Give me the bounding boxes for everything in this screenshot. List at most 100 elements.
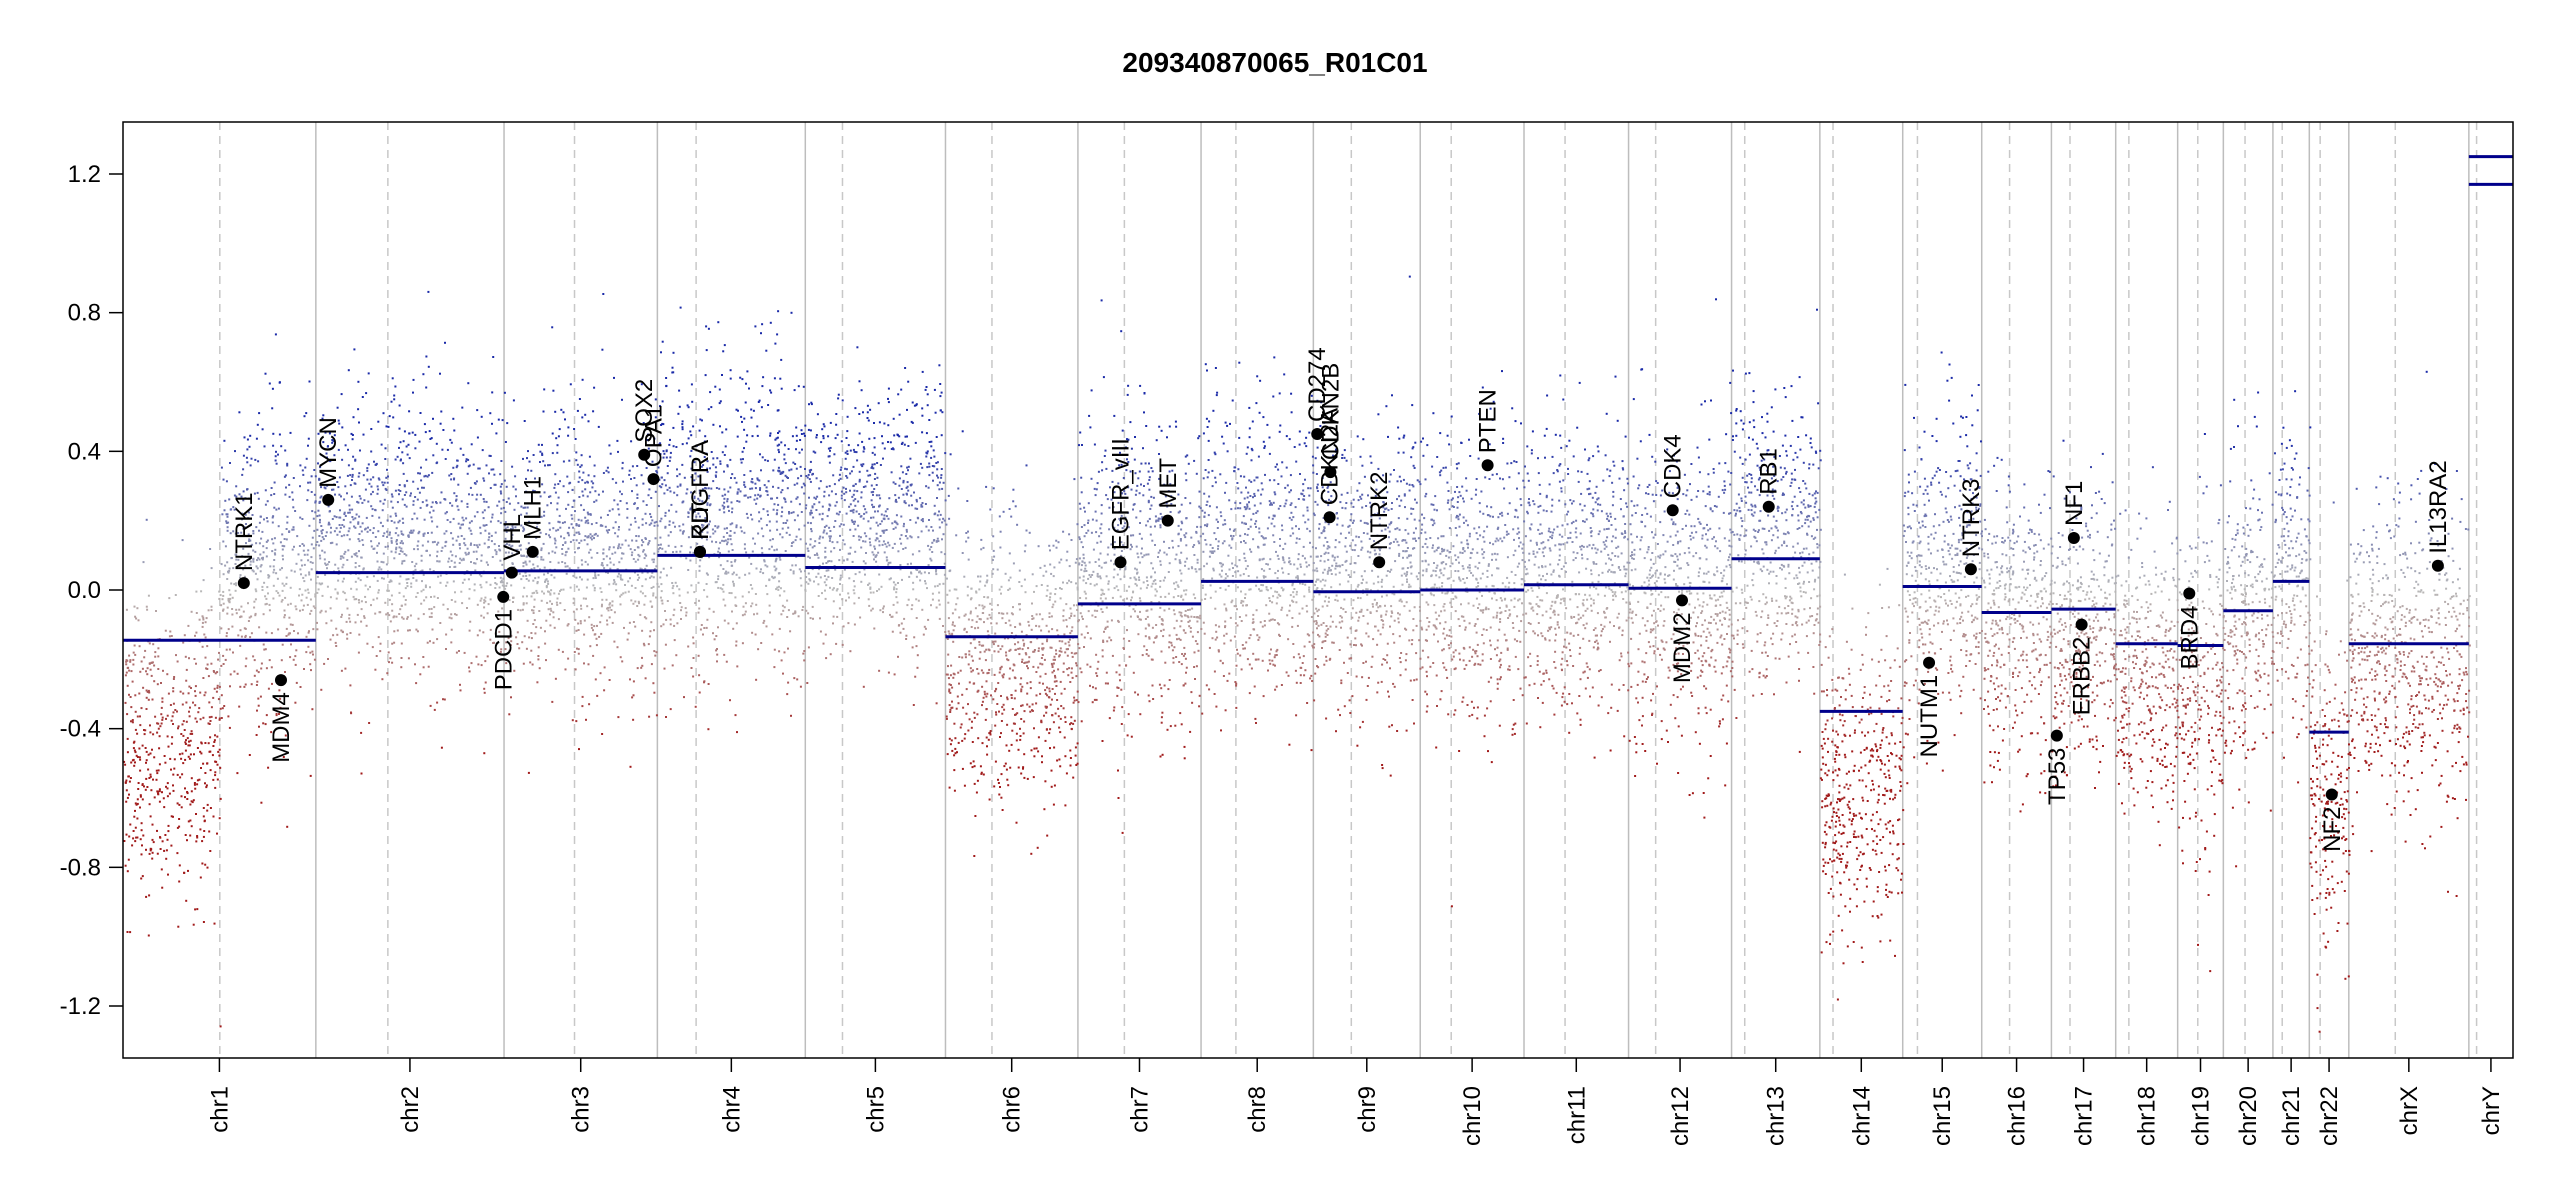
probe-point <box>812 516 815 519</box>
probe-point <box>706 520 708 523</box>
probe-point <box>706 503 709 506</box>
probe-point <box>517 608 520 611</box>
probe-point <box>690 491 693 494</box>
probe-point <box>866 469 869 472</box>
probe-point <box>967 663 970 666</box>
probe-point <box>140 853 143 856</box>
probe-point <box>916 666 919 669</box>
probe-point <box>298 594 300 597</box>
probe-point <box>398 519 401 522</box>
probe-point <box>576 409 579 412</box>
probe-point <box>803 434 806 437</box>
probe-point <box>986 617 989 620</box>
probe-point <box>1037 647 1040 650</box>
probe-point <box>344 550 347 553</box>
probe-point <box>405 445 408 448</box>
probe-point <box>694 472 697 475</box>
probe-point <box>355 588 358 591</box>
probe-point <box>1036 637 1039 640</box>
probe-point <box>216 832 218 835</box>
probe-point <box>195 840 198 843</box>
probe-point <box>150 674 153 677</box>
probe-point <box>1053 669 1055 672</box>
probe-point <box>145 750 148 753</box>
probe-point <box>202 807 205 809</box>
probe-point <box>485 524 488 526</box>
probe-point <box>350 587 353 590</box>
probe-point <box>554 473 557 476</box>
probe-point <box>192 923 195 926</box>
probe-point <box>648 715 651 718</box>
probe-point <box>616 575 619 578</box>
probe-point <box>825 485 828 488</box>
probe-point <box>673 639 676 642</box>
probe-point <box>809 522 812 525</box>
probe-point <box>483 687 486 690</box>
probe-point <box>643 557 646 560</box>
probe-point <box>770 391 773 394</box>
probe-point <box>949 708 952 711</box>
probe-point <box>572 499 575 502</box>
probe-point <box>247 517 250 520</box>
probe-point <box>775 558 778 561</box>
probe-point <box>1058 640 1061 643</box>
probe-point <box>491 516 494 519</box>
probe-point <box>261 589 264 591</box>
probe-point <box>156 722 159 725</box>
probe-point <box>307 437 310 440</box>
probe-point <box>202 616 205 619</box>
probe-point <box>920 530 923 533</box>
probe-point <box>244 564 247 567</box>
probe-point <box>455 539 458 542</box>
probe-point <box>875 532 878 535</box>
probe-point <box>201 621 204 624</box>
probe-point <box>989 508 992 511</box>
probe-point <box>831 577 834 579</box>
probe-point <box>754 542 756 545</box>
probe-point <box>444 541 447 544</box>
probe-point <box>176 710 178 713</box>
probe-point <box>632 558 635 560</box>
probe-point <box>908 504 911 507</box>
probe-point <box>830 490 833 493</box>
probe-point <box>793 612 796 615</box>
probe-point <box>1060 588 1063 590</box>
probe-point <box>845 487 847 490</box>
probe-point <box>702 633 704 636</box>
probe-point <box>776 509 779 512</box>
probe-point <box>330 526 332 529</box>
probe-point <box>457 535 460 538</box>
probe-point <box>235 495 238 498</box>
probe-point <box>339 509 341 512</box>
probe-point <box>307 591 310 594</box>
probe-point <box>906 485 909 488</box>
probe-point <box>1003 765 1006 768</box>
probe-point <box>128 669 131 672</box>
probe-point <box>270 487 273 489</box>
probe-point <box>428 511 431 514</box>
probe-point <box>874 555 877 558</box>
probe-point <box>450 473 453 475</box>
probe-point <box>421 544 424 547</box>
probe-point <box>437 541 440 544</box>
probe-point <box>530 637 533 640</box>
probe-point <box>747 591 750 594</box>
probe-point <box>829 535 832 538</box>
probe-point <box>559 526 562 529</box>
probe-point <box>267 687 270 690</box>
probe-point <box>403 559 406 562</box>
probe-point <box>751 631 754 634</box>
probe-point <box>823 529 826 532</box>
probe-point <box>1068 667 1071 670</box>
probe-point <box>401 562 404 565</box>
probe-point <box>525 490 528 493</box>
probe-point <box>782 470 785 473</box>
probe-point <box>958 682 960 685</box>
probe-point <box>450 599 453 601</box>
probe-point <box>525 547 528 550</box>
probe-point <box>141 744 144 747</box>
probe-point <box>834 437 837 440</box>
probe-point <box>900 542 903 545</box>
probe-point <box>213 670 216 673</box>
probe-point <box>839 468 842 471</box>
